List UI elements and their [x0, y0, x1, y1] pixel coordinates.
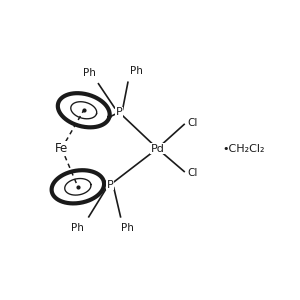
Text: Cl: Cl — [188, 168, 198, 178]
Text: Ph: Ph — [70, 223, 83, 233]
Text: Ph: Ph — [83, 68, 96, 78]
Text: Fe: Fe — [55, 142, 68, 155]
Text: Pd: Pd — [150, 143, 164, 154]
Text: •CH₂Cl₂: •CH₂Cl₂ — [222, 143, 265, 154]
Text: Ph: Ph — [122, 223, 134, 233]
Text: Cl: Cl — [188, 118, 198, 128]
Text: P: P — [107, 180, 114, 190]
Text: Ph: Ph — [130, 66, 143, 76]
Text: P: P — [116, 107, 122, 117]
